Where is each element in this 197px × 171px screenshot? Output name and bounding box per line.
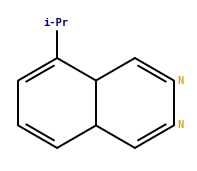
Text: N: N (177, 120, 184, 130)
Text: i-Pr: i-Pr (43, 18, 68, 28)
Text: N: N (177, 76, 184, 86)
